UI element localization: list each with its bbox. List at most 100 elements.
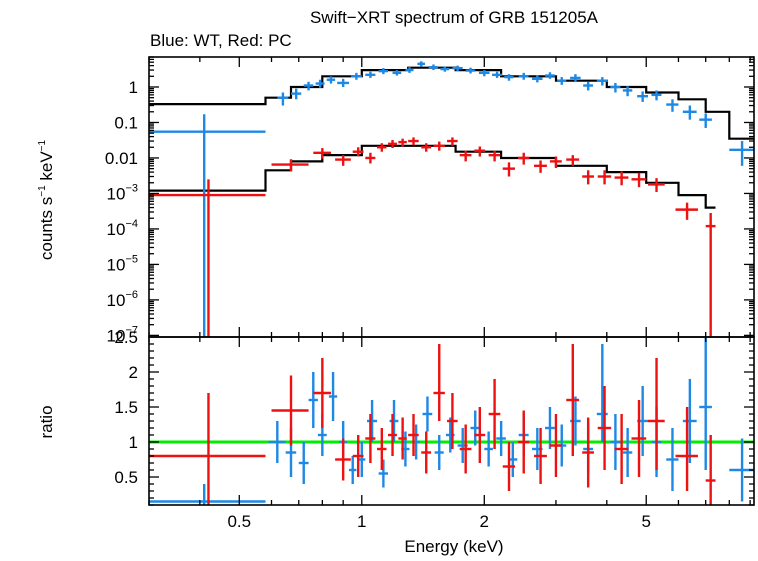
- spectrum-wt-point: [428, 64, 439, 71]
- spectrum-pc-point: [631, 172, 647, 188]
- ratio-pc-point: [313, 358, 331, 428]
- ratio-wt-point: [496, 421, 506, 456]
- ratio-pc-point: [377, 428, 387, 470]
- spectrum-wt-point: [518, 72, 529, 80]
- spectrum-wt-point: [729, 141, 754, 166]
- spectrum-pc-point: [365, 152, 376, 164]
- spectrum-wt-point: [583, 81, 594, 91]
- ratio-pc-point: [675, 407, 698, 491]
- ratio-pc-point: [705, 435, 716, 505]
- spectrum-wt-point: [596, 77, 608, 86]
- axes-group: 0.5 1 2 5 1 0.1 0.01 10−3 10−4 10−5 10−6 10−7 0.5 1 1.…: [105, 56, 755, 531]
- spectrum-pc-point: [675, 202, 698, 220]
- spectrum-pc-point: [502, 162, 516, 177]
- ratio-y-tick-label: 0.5: [114, 468, 138, 487]
- spectrum-y-tick-label: 10−6: [107, 289, 138, 310]
- spectrum-y-tick-label: 10−5: [107, 253, 138, 274]
- spectrum-wt-point: [337, 78, 349, 87]
- ratio-wt-point: [378, 459, 389, 488]
- ratio-y-tick-label: 1: [129, 433, 138, 452]
- model-step-curve-wt: [149, 66, 754, 140]
- spectrum-wt-point: [699, 113, 712, 128]
- spectrum-pc-point: [614, 171, 629, 186]
- ratio-wt-point: [422, 396, 433, 432]
- ratio-pc-point: [647, 358, 665, 470]
- ratio-pc-point: [549, 414, 562, 477]
- spectrum-y-tick-label: 1: [129, 78, 138, 97]
- spectrum-wt-point: [478, 70, 490, 77]
- spectrum-pc-point: [335, 155, 351, 166]
- ratio-wt-point: [149, 484, 266, 505]
- ratio-wt-point: [699, 337, 712, 470]
- spectrum-wt-point: [392, 70, 402, 76]
- spectrum-wt-point: [365, 71, 376, 78]
- ratio-pc-point: [474, 407, 486, 463]
- spectrum-pc-point: [582, 170, 594, 185]
- ratio-pc-point: [517, 410, 530, 474]
- ratio-pc-point: [433, 344, 445, 421]
- ratio-pc-point: [421, 431, 432, 474]
- ratio-pc-point: [447, 393, 458, 449]
- spectrum-wt-point: [637, 91, 648, 102]
- chart-title: Swift−XRT spectrum of GRB 151205A: [310, 8, 599, 27]
- spectrum-pc-point: [534, 160, 547, 173]
- spectrum-wt-point: [440, 66, 450, 72]
- x-tick-label: 5: [641, 512, 650, 531]
- ratio-pc-point: [614, 414, 629, 484]
- spectrum-pc-point: [388, 140, 397, 149]
- ratio-wt-point: [298, 442, 309, 484]
- spectrum-wt-point: [405, 67, 414, 73]
- ratio-pc-point: [335, 438, 351, 481]
- ratio-pc-point: [459, 424, 472, 474]
- ratio-pc-point: [502, 442, 516, 491]
- spectrum-wt-point: [666, 99, 679, 112]
- spectrum-y-tick-label: 10−4: [107, 218, 138, 239]
- spectrum-wt-point: [326, 76, 336, 84]
- spectrum-wt-point: [557, 77, 567, 85]
- spectrum-pc-point: [597, 170, 612, 185]
- ratio-wt-point: [268, 421, 286, 463]
- ratio-wt-point: [367, 400, 378, 442]
- spectrum-wt-point: [465, 67, 476, 74]
- spectrum-y-axis-title: counts s−1 keV−1: [37, 139, 56, 260]
- ratio-wt-point: [596, 344, 608, 442]
- ratio-pc-point: [534, 428, 547, 484]
- spectrum-pc-point: [488, 150, 501, 162]
- ratio-pc-point: [408, 414, 419, 456]
- spectrum-y-tick-label: 10−3: [107, 182, 138, 203]
- x-axis-title: Energy (keV): [404, 537, 503, 556]
- ratio-y-tick-label: 2: [129, 363, 138, 382]
- spectrum-pc-point: [398, 138, 407, 147]
- ratio-wt-point: [610, 414, 621, 470]
- spectrum-pc-point: [647, 178, 665, 192]
- spectrum-pc-point: [433, 141, 445, 151]
- ratio-wt-point: [470, 410, 480, 446]
- ratio-pc-point: [566, 344, 580, 456]
- spectrum-wt-point: [277, 92, 289, 106]
- ratio-panel: [149, 337, 754, 505]
- spectrum-pc-point: [549, 156, 562, 169]
- spectrum-wt-point: [417, 61, 425, 67]
- ratio-y-tick-label: 2.5: [114, 328, 138, 347]
- ratio-wt-point: [348, 456, 357, 484]
- spectrum-pc-point: [566, 155, 580, 166]
- ratio-pc-point: [149, 393, 266, 505]
- spectrum-pc-point: [447, 137, 458, 146]
- spectrum-pc-point: [149, 179, 266, 337]
- ratio-wt-point: [328, 372, 338, 421]
- spectrum-pc-point: [313, 148, 331, 159]
- ratio-pc-point: [352, 435, 364, 477]
- spectrum-wt-point: [545, 72, 555, 79]
- ratio-pc-point: [597, 386, 612, 470]
- spectrum-pc-point: [474, 146, 486, 157]
- ratio-y-tick-label: 1.5: [114, 398, 138, 417]
- ratio-wt-point: [434, 435, 444, 470]
- spectrum-pc-point: [352, 147, 364, 157]
- ratio-pc-point: [271, 375, 309, 446]
- spectrum-wt-point: [622, 86, 633, 97]
- chart-subtitle: Blue: WT, Red: PC: [150, 31, 292, 50]
- x-tick-label: 0.5: [227, 512, 251, 531]
- spectrum-pc-point: [377, 143, 387, 152]
- spectrum-pc-point: [271, 159, 309, 172]
